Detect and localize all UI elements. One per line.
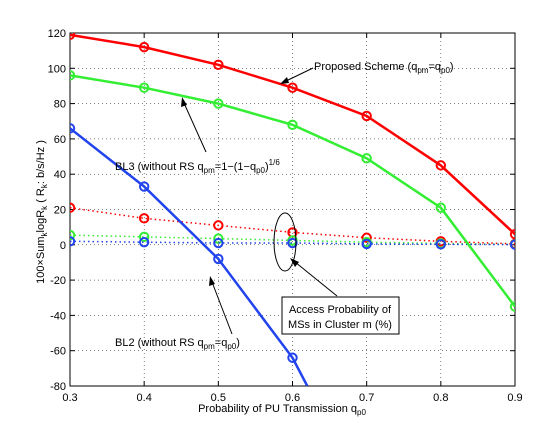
series-point-bl3 bbox=[138, 82, 150, 93]
y-tick-label: 20 bbox=[54, 205, 66, 217]
series-layer bbox=[70, 33, 515, 386]
x-tick-label: 0.8 bbox=[433, 392, 448, 404]
series-point-bl2 bbox=[287, 352, 298, 363]
series-point-bl2_access bbox=[213, 237, 224, 249]
series-point-proposed bbox=[287, 82, 298, 93]
x-tick-label: 0.4 bbox=[137, 392, 152, 404]
series-point-proposed_access bbox=[361, 232, 372, 243]
y-axis-label: 100×SumklogRk ( Rk: b/s/Hz ) bbox=[35, 140, 49, 284]
series-point-proposed bbox=[435, 160, 447, 171]
series-point-bl3 bbox=[509, 301, 515, 312]
y-tick-label: 120 bbox=[48, 28, 66, 40]
y-tick-label: 100 bbox=[48, 63, 66, 75]
annotation-access: Access Probability of MSs in Cluster m (… bbox=[273, 212, 400, 335]
series-point-proposed bbox=[138, 41, 150, 53]
y-tick-label: 60 bbox=[54, 134, 66, 146]
access-ellipse bbox=[273, 212, 297, 272]
series-point-proposed_access bbox=[138, 213, 150, 224]
annotation-bl2: BL2 (without RS qpm=qp0) bbox=[115, 276, 240, 351]
annotation-proposed: Proposed Scheme (qpm=qp0) bbox=[280, 61, 454, 84]
series-point-proposed_access bbox=[213, 220, 224, 231]
svg-text:Access Probability of: Access Probability of bbox=[289, 304, 392, 316]
y-tick-label: 80 bbox=[54, 99, 66, 111]
x-axis-label: Probability of PU Transmission qp0 bbox=[198, 403, 366, 417]
series-point-bl2_access bbox=[509, 239, 515, 250]
svg-text:MSs in Cluster m (%): MSs in Cluster m (%) bbox=[288, 319, 392, 331]
y-tick-label: -20 bbox=[50, 275, 66, 287]
series-point-bl3 bbox=[213, 98, 224, 109]
svg-text:BL3 (without RS qpm=1−(1−qp0)1: BL3 (without RS qpm=1−(1−qp0)1/6 bbox=[115, 158, 280, 175]
series-point-proposed_access bbox=[70, 202, 76, 213]
annotation-bl3: BL3 (without RS qpm=1−(1−qp0)1/6 bbox=[115, 97, 280, 175]
series-point-bl2 bbox=[70, 123, 76, 134]
series-point-bl2 bbox=[213, 253, 224, 265]
series-point-proposed bbox=[361, 110, 372, 122]
series-point-proposed bbox=[70, 33, 76, 40]
series-point-bl3 bbox=[70, 70, 76, 81]
access-box bbox=[281, 296, 400, 335]
x-tick-label: 0.9 bbox=[507, 392, 522, 404]
series-point-bl3 bbox=[361, 153, 372, 164]
series-point-bl2_access bbox=[287, 237, 298, 249]
series-group bbox=[70, 33, 515, 386]
y-tick-label: -80 bbox=[50, 381, 66, 393]
x-tick-label: 0.5 bbox=[211, 392, 226, 404]
series-point-bl3_access bbox=[70, 229, 76, 241]
series-point-bl2 bbox=[138, 181, 150, 192]
series-line-bl3 bbox=[70, 74, 515, 308]
tick-labels: 0.3 0.4 0.5 0.6 0.7 0.8 0.9 -80 -60 -40 -20 0 20 40 60… bbox=[48, 28, 523, 404]
series-point-bl2_access bbox=[70, 236, 76, 247]
series-point-proposed bbox=[213, 59, 224, 70]
series-line-bl2 bbox=[70, 127, 309, 386]
y-tick-label: 0 bbox=[60, 240, 66, 252]
svg-text:Proposed Scheme (qpm=qp0): Proposed Scheme (qpm=qp0) bbox=[314, 61, 454, 75]
series-point-bl3_access bbox=[213, 233, 224, 244]
series-point-bl3 bbox=[435, 202, 447, 213]
series-point-bl3_access bbox=[138, 231, 150, 243]
svg-text:BL2 (without RS qpm=qp0): BL2 (without RS qpm=qp0) bbox=[115, 337, 240, 351]
y-tick-label: -40 bbox=[50, 310, 66, 322]
series-point-proposed bbox=[509, 229, 515, 240]
x-tick-label: 0.3 bbox=[62, 392, 77, 404]
series-point-bl2_access bbox=[361, 238, 372, 250]
series-point-bl3 bbox=[287, 119, 298, 130]
series-point-bl2_access bbox=[138, 236, 150, 248]
series-line-proposed bbox=[70, 33, 515, 236]
y-tick-label: -60 bbox=[50, 346, 66, 358]
x-tick-label: 0.7 bbox=[359, 392, 374, 404]
x-tick-label: 0.6 bbox=[285, 392, 300, 404]
series-point-bl2_access bbox=[435, 239, 447, 250]
y-tick-label: 40 bbox=[54, 169, 66, 181]
